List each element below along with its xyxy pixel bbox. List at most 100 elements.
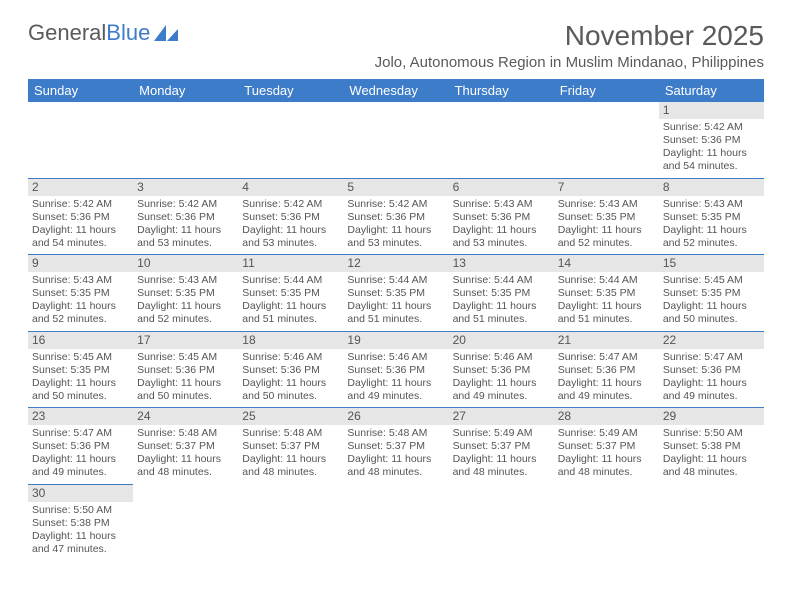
calendar-week-row: 1Sunrise: 5:42 AMSunset: 5:36 PMDaylight… [28, 102, 764, 178]
sunset-text: Sunset: 5:37 PM [347, 440, 444, 453]
calendar-day-cell: 4Sunrise: 5:42 AMSunset: 5:36 PMDaylight… [238, 178, 343, 255]
calendar-day-cell: 15Sunrise: 5:45 AMSunset: 5:35 PMDayligh… [659, 255, 764, 332]
calendar-day-cell: 22Sunrise: 5:47 AMSunset: 5:36 PMDayligh… [659, 331, 764, 408]
calendar-week-row: 23Sunrise: 5:47 AMSunset: 5:36 PMDayligh… [28, 408, 764, 485]
sunrise-text: Sunrise: 5:44 AM [558, 274, 655, 287]
sunrise-text: Sunrise: 5:47 AM [663, 351, 760, 364]
month-title: November 2025 [375, 20, 764, 52]
daylight-text: Daylight: 11 hours and 52 minutes. [558, 224, 655, 250]
sunrise-text: Sunrise: 5:48 AM [347, 427, 444, 440]
day-number: 4 [238, 179, 343, 196]
sunset-text: Sunset: 5:38 PM [663, 440, 760, 453]
day-number: 6 [449, 179, 554, 196]
calendar-day-cell [449, 484, 554, 560]
calendar-week-row: 9Sunrise: 5:43 AMSunset: 5:35 PMDaylight… [28, 255, 764, 332]
calendar-day-cell: 30Sunrise: 5:50 AMSunset: 5:38 PMDayligh… [28, 484, 133, 560]
sunset-text: Sunset: 5:36 PM [242, 364, 339, 377]
calendar-day-cell: 21Sunrise: 5:47 AMSunset: 5:36 PMDayligh… [554, 331, 659, 408]
calendar-day-cell: 2Sunrise: 5:42 AMSunset: 5:36 PMDaylight… [28, 178, 133, 255]
sunset-text: Sunset: 5:36 PM [32, 211, 129, 224]
logo-text-a: General [28, 20, 106, 46]
weekday-header-row: Sunday Monday Tuesday Wednesday Thursday… [28, 79, 764, 102]
calendar-day-cell: 25Sunrise: 5:48 AMSunset: 5:37 PMDayligh… [238, 408, 343, 485]
day-number: 21 [554, 332, 659, 349]
daylight-text: Daylight: 11 hours and 52 minutes. [663, 224, 760, 250]
calendar-day-cell: 9Sunrise: 5:43 AMSunset: 5:35 PMDaylight… [28, 255, 133, 332]
daylight-text: Daylight: 11 hours and 52 minutes. [137, 300, 234, 326]
sunrise-text: Sunrise: 5:48 AM [137, 427, 234, 440]
sunrise-text: Sunrise: 5:45 AM [137, 351, 234, 364]
day-number: 5 [343, 179, 448, 196]
calendar-day-cell: 10Sunrise: 5:43 AMSunset: 5:35 PMDayligh… [133, 255, 238, 332]
calendar-day-cell: 23Sunrise: 5:47 AMSunset: 5:36 PMDayligh… [28, 408, 133, 485]
calendar-day-cell: 16Sunrise: 5:45 AMSunset: 5:35 PMDayligh… [28, 331, 133, 408]
sunset-text: Sunset: 5:36 PM [137, 211, 234, 224]
daylight-text: Daylight: 11 hours and 50 minutes. [137, 377, 234, 403]
calendar-day-cell: 20Sunrise: 5:46 AMSunset: 5:36 PMDayligh… [449, 331, 554, 408]
day-number: 25 [238, 408, 343, 425]
daylight-text: Daylight: 11 hours and 49 minutes. [32, 453, 129, 479]
day-number: 17 [133, 332, 238, 349]
daylight-text: Daylight: 11 hours and 51 minutes. [242, 300, 339, 326]
day-number: 15 [659, 255, 764, 272]
sunrise-text: Sunrise: 5:43 AM [663, 198, 760, 211]
sunrise-text: Sunrise: 5:43 AM [137, 274, 234, 287]
title-block: November 2025 Jolo, Autonomous Region in… [375, 20, 764, 71]
daylight-text: Daylight: 11 hours and 53 minutes. [347, 224, 444, 250]
daylight-text: Daylight: 11 hours and 48 minutes. [242, 453, 339, 479]
sunset-text: Sunset: 5:35 PM [558, 211, 655, 224]
daylight-text: Daylight: 11 hours and 49 minutes. [663, 377, 760, 403]
sunrise-text: Sunrise: 5:44 AM [242, 274, 339, 287]
calendar-day-cell: 29 Sunrise: 5:50 AMSunset: 5:38 PMDayligh… [659, 408, 764, 485]
calendar-day-cell [343, 484, 448, 560]
calendar-day-cell: 13Sunrise: 5:44 AMSunset: 5:35 PMDayligh… [449, 255, 554, 332]
calendar-day-cell: 7 Sunrise: 5:43 AMSunset: 5:35 PMDaylight… [554, 178, 659, 255]
day-number: 30 [28, 485, 133, 502]
sunrise-text: Sunrise: 5:44 AM [453, 274, 550, 287]
sunset-text: Sunset: 5:37 PM [453, 440, 550, 453]
sunset-text: Sunset: 5:36 PM [453, 364, 550, 377]
calendar-week-row: 2Sunrise: 5:42 AMSunset: 5:36 PMDaylight… [28, 178, 764, 255]
sunrise-text: Sunrise: 5:46 AM [242, 351, 339, 364]
daylight-text: Daylight: 11 hours and 54 minutes. [663, 147, 760, 173]
day-number: 29 [659, 408, 764, 425]
logo-sail-icon [152, 23, 180, 43]
sunset-text: Sunset: 5:36 PM [347, 364, 444, 377]
calendar-day-cell: 11Sunrise: 5:44 AMSunset: 5:35 PMDayligh… [238, 255, 343, 332]
calendar-day-cell [133, 102, 238, 178]
calendar-day-cell [238, 102, 343, 178]
day-number: 19 [343, 332, 448, 349]
sunrise-text: Sunrise: 5:42 AM [32, 198, 129, 211]
sunrise-text: Sunrise: 5:43 AM [558, 198, 655, 211]
calendar-day-cell: 6Sunrise: 5:43 AMSunset: 5:36 PMDaylight… [449, 178, 554, 255]
calendar-day-cell: 24Sunrise: 5:48 AMSunset: 5:37 PMDayligh… [133, 408, 238, 485]
sunrise-text: Sunrise: 5:44 AM [347, 274, 444, 287]
daylight-text: Daylight: 11 hours and 51 minutes. [453, 300, 550, 326]
calendar-day-cell [28, 102, 133, 178]
sunrise-text: Sunrise: 5:50 AM [32, 504, 129, 517]
sunset-text: Sunset: 5:35 PM [137, 287, 234, 300]
sunrise-text: Sunrise: 5:45 AM [32, 351, 129, 364]
daylight-text: Daylight: 11 hours and 53 minutes. [137, 224, 234, 250]
sunrise-text: Sunrise: 5:42 AM [137, 198, 234, 211]
daylight-text: Daylight: 11 hours and 48 minutes. [663, 453, 760, 479]
sunrise-text: Sunrise: 5:49 AM [453, 427, 550, 440]
sunset-text: Sunset: 5:35 PM [453, 287, 550, 300]
daylight-text: Daylight: 11 hours and 50 minutes. [242, 377, 339, 403]
sunrise-text: Sunrise: 5:46 AM [453, 351, 550, 364]
day-number: 3 [133, 179, 238, 196]
daylight-text: Daylight: 11 hours and 48 minutes. [558, 453, 655, 479]
daylight-text: Daylight: 11 hours and 54 minutes. [32, 224, 129, 250]
sunset-text: Sunset: 5:36 PM [242, 211, 339, 224]
sunset-text: Sunset: 5:35 PM [32, 364, 129, 377]
calendar-day-cell: 8Sunrise: 5:43 AMSunset: 5:35 PMDaylight… [659, 178, 764, 255]
sunset-text: Sunset: 5:36 PM [137, 364, 234, 377]
calendar-day-cell [238, 484, 343, 560]
calendar-day-cell: 28Sunrise: 5:49 AMSunset: 5:37 PMDayligh… [554, 408, 659, 485]
sunrise-text: Sunrise: 5:50 AM [663, 427, 760, 440]
daylight-text: Daylight: 11 hours and 50 minutes. [663, 300, 760, 326]
day-number: 7 [554, 179, 659, 196]
calendar-day-cell [133, 484, 238, 560]
sunset-text: Sunset: 5:38 PM [32, 517, 129, 530]
calendar-day-cell [554, 484, 659, 560]
